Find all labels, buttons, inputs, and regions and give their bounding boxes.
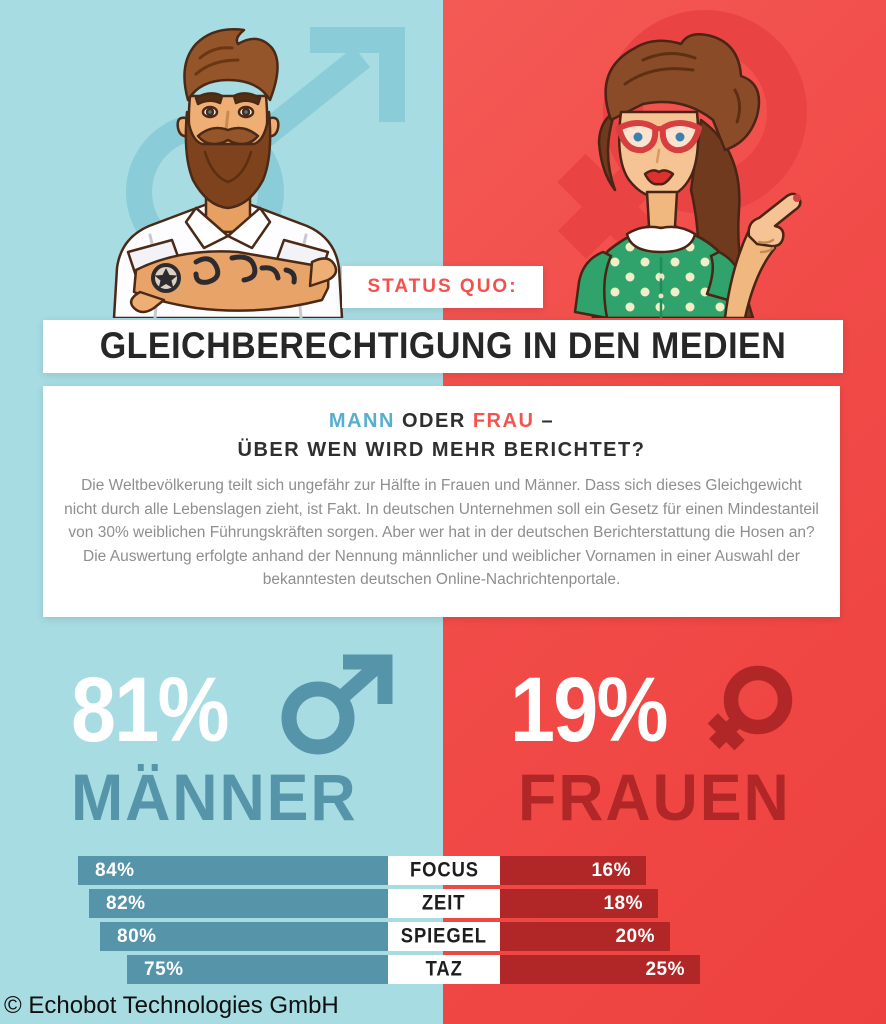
female-bar-value-label: 18% <box>603 892 643 914</box>
female-share-value: 19% <box>510 659 669 761</box>
chart-row-spiegel: 80% SPIEGEL 20% <box>0 922 886 951</box>
female-share-stat: 19% FRAUEN <box>510 664 886 830</box>
female-share-bar: 16% <box>500 856 646 885</box>
female-share-label: FRAUEN <box>518 760 791 834</box>
copyright-notice: © Echobot Technologies GmbH <box>4 992 339 1019</box>
intro-body-text: Die Weltbevölkerung teilt sich ungefähr … <box>64 477 819 588</box>
media-outlet-label: ZEIT <box>388 889 500 918</box>
male-share-bar: 80% <box>100 922 388 951</box>
female-share-bar: 20% <box>500 922 670 951</box>
media-outlet-name: TAZ <box>425 957 463 981</box>
media-outlet-label: TAZ <box>388 955 500 984</box>
chart-row-zeit: 82% ZEIT 18% <box>0 889 886 918</box>
male-bar-value-label: 82% <box>106 892 146 914</box>
word-dash: – <box>541 410 555 432</box>
female-bar-value-label: 16% <box>591 859 631 881</box>
word-oder: ODER <box>401 410 466 432</box>
media-outlet-label: FOCUS <box>388 856 500 885</box>
male-symbol-icon <box>281 654 393 755</box>
intro-headline-line1: MANN ODER FRAU – <box>43 410 840 433</box>
media-outlet-name: ZEIT <box>422 891 466 915</box>
word-mann: MANN <box>328 410 395 432</box>
female-bar-value-label: 25% <box>645 958 685 980</box>
male-bar-value-label: 84% <box>95 859 135 881</box>
page-title: GLEICHBERECHTIGUNG IN DEN MEDIEN <box>99 325 787 367</box>
male-share-value: 81% <box>71 659 230 761</box>
female-share-bar: 25% <box>500 955 700 984</box>
female-symbol-icon <box>707 665 793 751</box>
male-share-bar: 75% <box>127 955 388 984</box>
intro-headline-line2: ÜBER WEN WIRD MEHR BERICHTET? <box>237 439 646 461</box>
male-share-stat: 81% MÄNNER <box>71 654 451 834</box>
intro-card: MANN ODER FRAU – ÜBER WEN WIRD MEHR BERI… <box>43 386 840 617</box>
status-quo-badge: STATUS QUO: <box>342 266 543 308</box>
female-bar-value-label: 20% <box>615 925 655 947</box>
male-share-bar: 82% <box>89 889 388 918</box>
media-outlet-name: SPIEGEL <box>400 924 488 948</box>
status-quo-badge-label: STATUS QUO: <box>367 276 518 297</box>
media-outlet-label: SPIEGEL <box>388 922 500 951</box>
female-illustration <box>557 9 808 318</box>
chart-row-taz: 75% TAZ 25% <box>0 955 886 984</box>
word-frau: FRAU <box>472 410 535 432</box>
male-share-label: MÄNNER <box>71 760 358 834</box>
female-share-bar: 18% <box>500 889 658 918</box>
male-share-bar: 84% <box>78 856 388 885</box>
chart-row-focus: 84% FOCUS 16% <box>0 856 886 885</box>
male-bar-value-label: 80% <box>117 925 157 947</box>
male-illustration <box>112 27 405 318</box>
media-comparison-chart: 84% FOCUS 16% 82% ZEIT 18% 80% SPIEGEL 20% 75% TAZ… <box>0 856 886 988</box>
male-bar-value-label: 75% <box>144 958 184 980</box>
title-banner: GLEICHBERECHTIGUNG IN DEN MEDIEN <box>43 320 843 373</box>
media-outlet-name: FOCUS <box>409 858 479 882</box>
